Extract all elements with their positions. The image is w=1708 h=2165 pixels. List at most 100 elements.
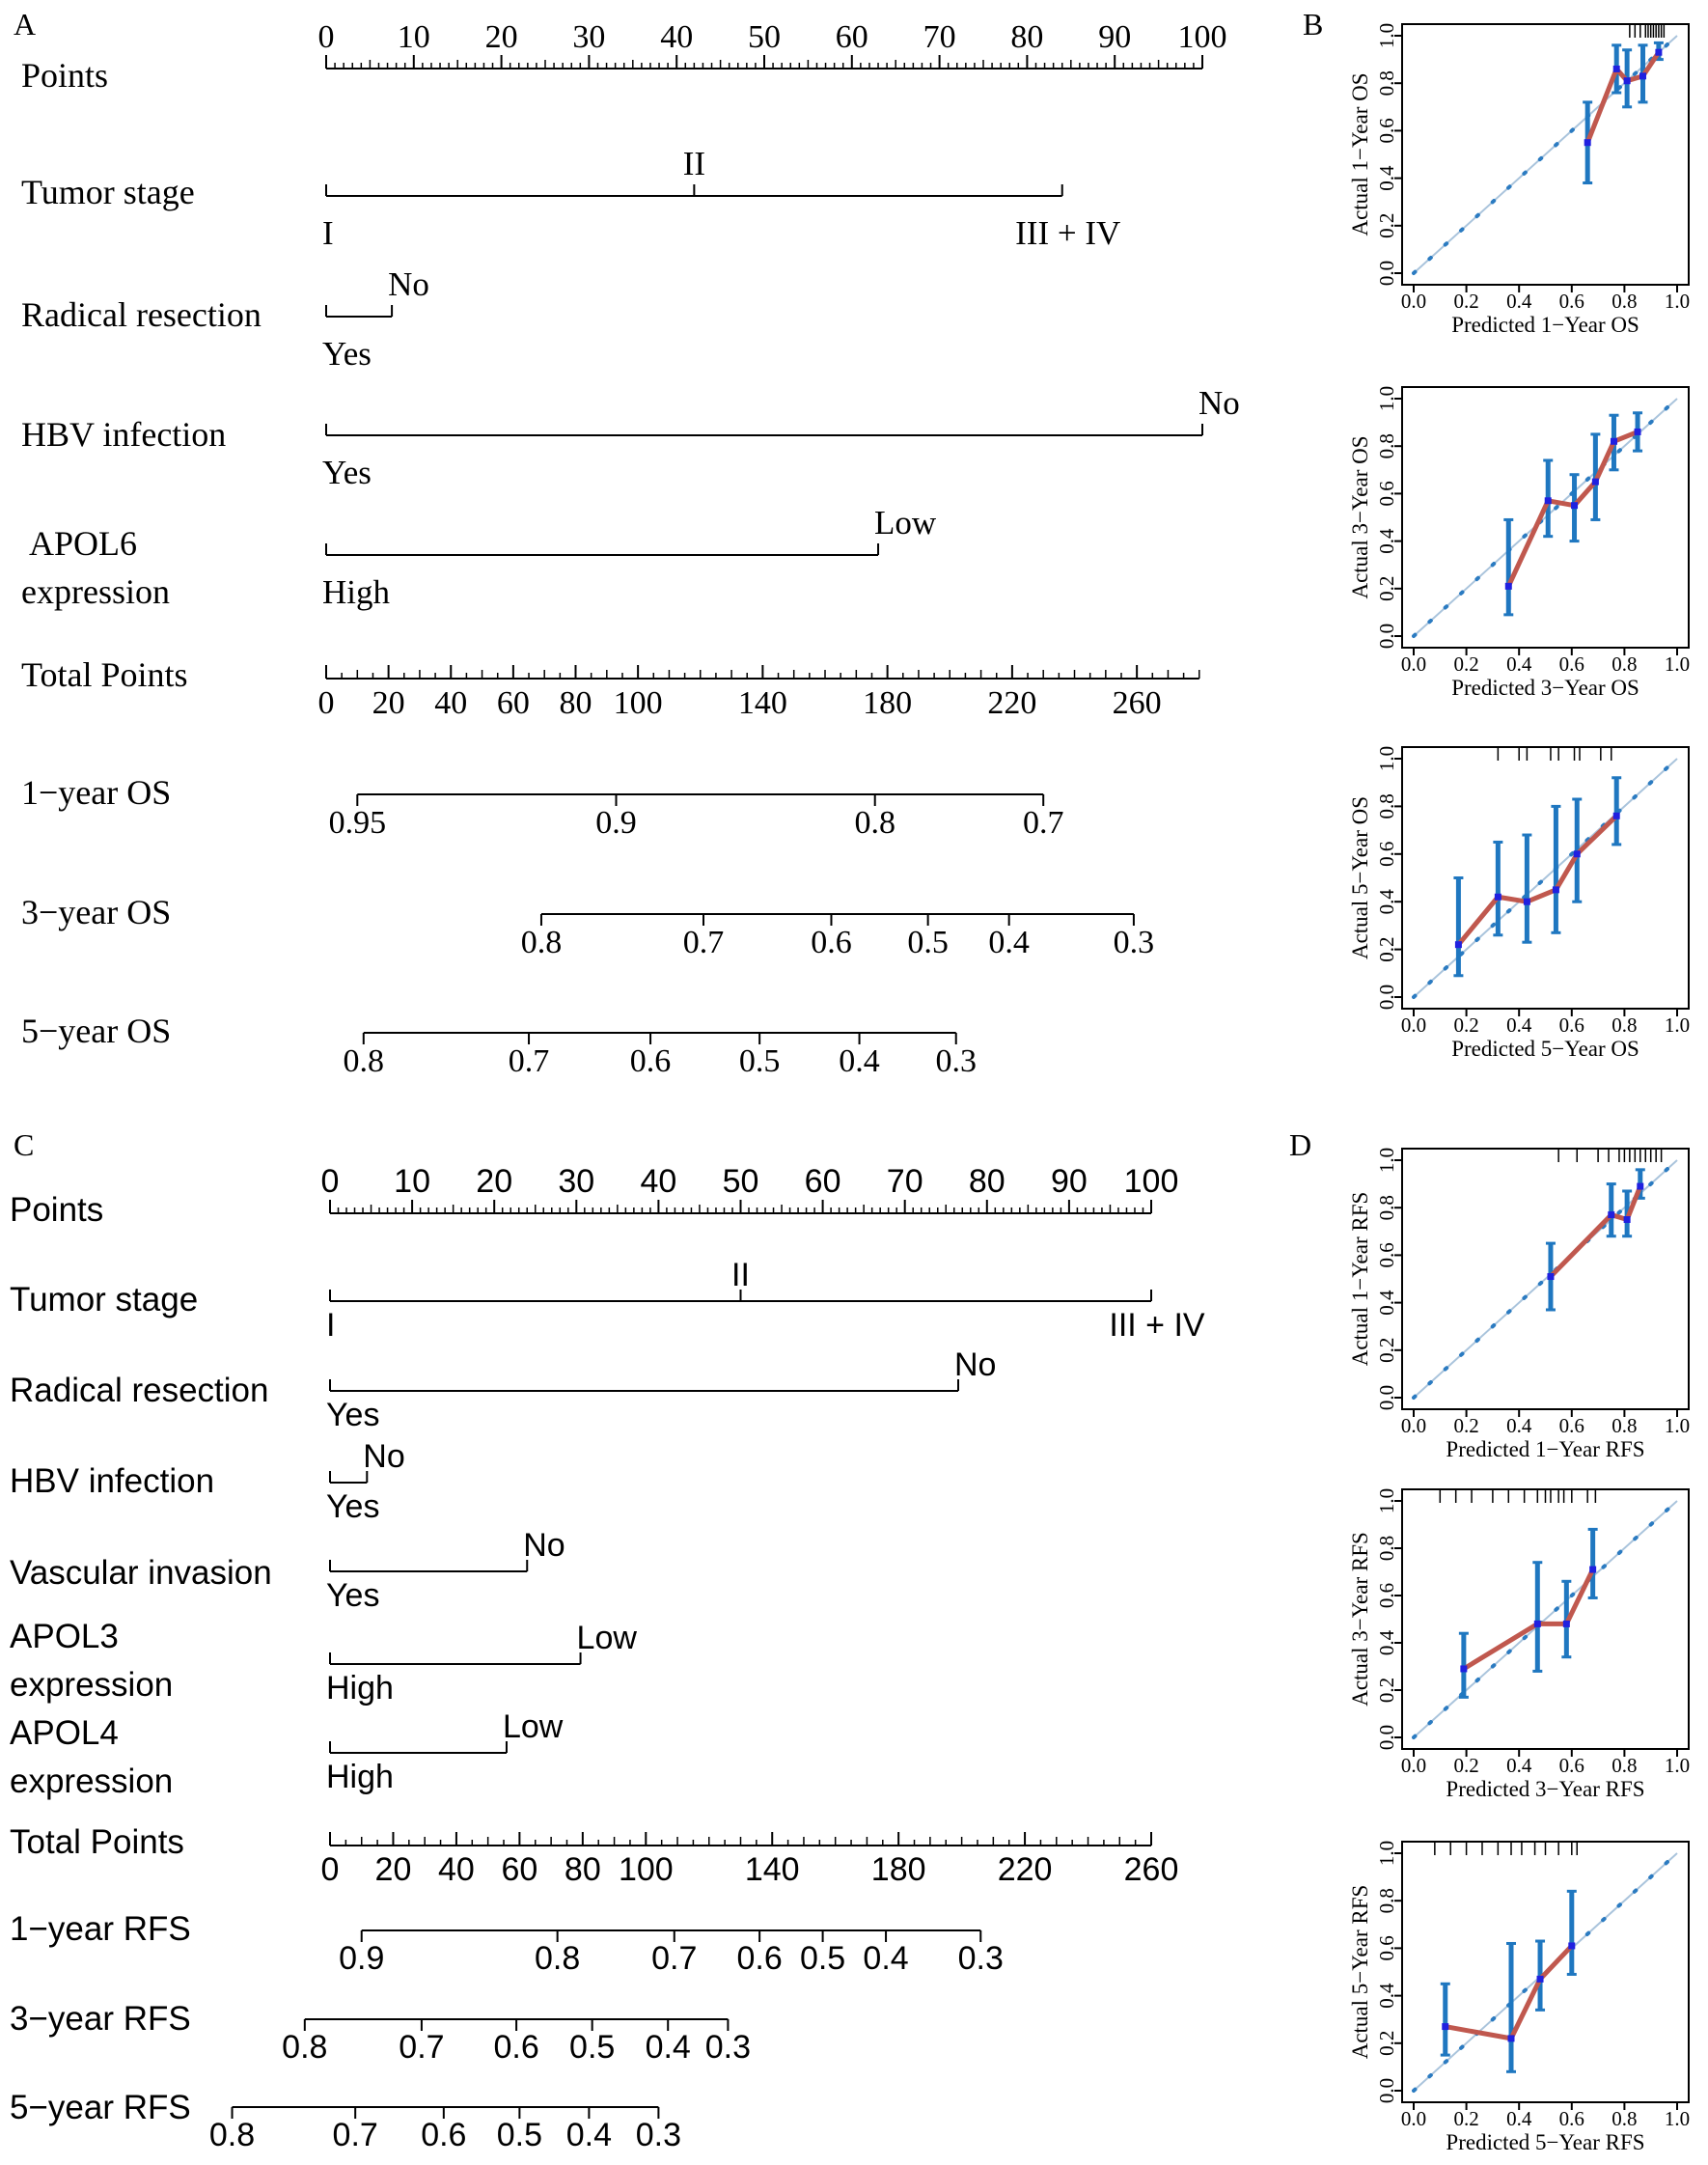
y-tick-label: 0.2 — [1375, 936, 1398, 961]
y-tick-label: 0.4 — [1375, 1983, 1398, 2009]
y-axis-label: Actual 1−Year RFS — [1348, 1192, 1372, 1367]
outcome-5-year-os-tick-label: 0.6 — [630, 1043, 672, 1079]
calibration-point — [1612, 812, 1620, 819]
y-axis-label: Actual 1−Year OS — [1348, 72, 1372, 236]
variable-tumor-stage-level-i: I — [326, 1307, 335, 1344]
variable-tumor-stage-level-ii: II — [731, 1257, 750, 1293]
variable-apol4-expression-level-high: High — [326, 1759, 394, 1795]
outcome-1-year-rfs-tick-label: 0.4 — [863, 1940, 908, 1977]
variable-radical-resection-label: Radical resection — [10, 1372, 268, 1409]
outcome-3-year-rfs-tick-label: 0.3 — [705, 2029, 751, 2066]
points-tick-label: 0 — [318, 19, 335, 55]
total-points-label: Total Points — [10, 1823, 184, 1861]
total-points-tick-label: 220 — [987, 685, 1036, 721]
x-tick-label: 0.2 — [1453, 652, 1478, 676]
total-points-tick-label: 180 — [863, 685, 912, 721]
calibration-point — [1533, 1620, 1541, 1627]
outcome-3-year-rfs-tick-label: 0.7 — [399, 2029, 444, 2066]
y-tick-label: 0.8 — [1375, 70, 1398, 96]
y-tick-label: 0.4 — [1375, 1629, 1398, 1655]
variable-tumor-stage-level-ii: II — [683, 145, 705, 182]
calibration-point — [1571, 502, 1579, 510]
outcome-3-year-os-tick-label: 0.8 — [521, 925, 563, 960]
calibration-point — [1623, 77, 1631, 85]
y-tick-label: 0.4 — [1375, 165, 1398, 191]
outcome-3-year-rfs-tick-label: 0.4 — [646, 2029, 691, 2066]
points-tick-label: 0 — [321, 1163, 340, 1200]
y-tick-label: 1.0 — [1375, 1488, 1398, 1513]
total-points-tick-label: 0 — [321, 1851, 340, 1888]
x-axis-label: Predicted 5−Year OS — [1451, 1037, 1639, 1061]
x-tick-label: 0.0 — [1401, 1414, 1426, 1437]
calibration-point — [1655, 48, 1663, 56]
variable-apol6-expression-level-low: Low — [874, 504, 937, 541]
outcome-5-year-os-tick-label: 0.4 — [839, 1043, 880, 1079]
x-tick-label: 0.4 — [1506, 1754, 1532, 1777]
x-tick-label: 0.8 — [1612, 1013, 1637, 1037]
y-tick-label: 1.0 — [1375, 386, 1398, 411]
points-tick-label: 10 — [398, 19, 430, 55]
variable-apol3-expression-label: expression — [10, 1666, 173, 1704]
x-tick-label: 0.4 — [1506, 1414, 1532, 1437]
outcome-1-year-os-tick-label: 0.95 — [329, 805, 387, 841]
x-tick-label: 0.4 — [1506, 1013, 1532, 1037]
calibration-point — [1460, 1665, 1468, 1673]
calibration-line — [1506, 430, 1639, 588]
y-tick-label: 0.6 — [1375, 118, 1398, 143]
y-tick-label: 0.6 — [1375, 1242, 1398, 1267]
calibration-point — [1589, 1566, 1597, 1573]
y-tick-label: 0.4 — [1375, 528, 1398, 554]
x-tick-label: 0.2 — [1453, 1754, 1478, 1777]
x-tick-label: 0.8 — [1612, 290, 1637, 313]
ideal-line-light — [1413, 35, 1678, 274]
outcome-3-year-rfs-tick-label: 0.5 — [569, 2029, 615, 2066]
outcome-5-year-os-tick-label: 0.5 — [739, 1043, 781, 1079]
x-tick-label: 0.4 — [1506, 652, 1532, 676]
x-tick-label: 0.0 — [1401, 290, 1426, 313]
variable-tumor-stage-level-iii-iv: III + IV — [1015, 214, 1120, 252]
rfs-nomogram: Points 0 10 20 30 40 50 60 70 80 90 100 Tumor stage I… — [10, 1163, 1205, 2153]
y-tick-label: 0.0 — [1375, 261, 1398, 286]
x-tick-label: 0.6 — [1559, 290, 1584, 313]
outcome-1-year-os-label: 1−year OS — [21, 773, 171, 812]
points-tick-label: 80 — [1010, 19, 1043, 55]
y-tick-label: 0.4 — [1375, 889, 1398, 915]
points-tick-label: 80 — [969, 1163, 1006, 1200]
variable-apol4-expression-label: expression — [10, 1763, 173, 1800]
y-tick-label: 0.0 — [1375, 624, 1398, 649]
y-tick-label: 0.0 — [1375, 2078, 1398, 2103]
outcome-5-year-os-tick-label: 0.8 — [344, 1043, 385, 1079]
calibration-point — [1544, 497, 1552, 505]
outcome-3-year-os-tick-label: 0.6 — [811, 925, 852, 960]
calibration-point — [1573, 850, 1581, 858]
total-points-tick-label: 40 — [434, 685, 467, 721]
x-axis-label: Predicted 3−Year OS — [1451, 676, 1639, 700]
x-tick-label: 0.2 — [1453, 1013, 1478, 1037]
outcome-3-year-rfs-tick-label: 0.8 — [282, 2029, 327, 2066]
calibration-point — [1504, 582, 1512, 590]
x-tick-label: 0.8 — [1612, 1754, 1637, 1777]
calibration-plots: 0.00.00.20.20.40.40.60.60.80.81.01.0Pred… — [1348, 23, 1690, 2154]
variable-apol6-expression-level-high: High — [322, 573, 391, 611]
outcome-5-year-os-tick-label: 0.3 — [935, 1043, 977, 1079]
x-tick-label: 1.0 — [1665, 1414, 1690, 1437]
calibration-point — [1552, 886, 1559, 894]
points-tick-label: 60 — [805, 1163, 841, 1200]
plot-frame — [1401, 23, 1690, 286]
y-tick-label: 0.2 — [1375, 2031, 1398, 2056]
variable-hbv-infection-label: HBV infection — [21, 415, 226, 454]
y-tick-label: 0.8 — [1375, 1888, 1398, 1913]
y-tick-label: 0.0 — [1375, 985, 1398, 1010]
x-tick-label: 0.4 — [1506, 290, 1532, 313]
points-tick-label: 50 — [748, 19, 781, 55]
points-tick-label: 40 — [660, 19, 693, 55]
outcome-1-year-os-tick-label: 0.9 — [595, 805, 637, 841]
calibration-plot-actual-5-year-os: 0.00.0 0.2 0.2 0.4 0.4 0.6 0.6 0.8 0.8 1.0 1.0 Pred… — [1348, 746, 1690, 1061]
ideal-line-light — [1413, 1500, 1678, 1738]
total-points-tick-label: 0 — [318, 685, 335, 721]
variable-vascular-invasion-level-no: No — [523, 1527, 565, 1564]
calibration-plot-actual-3-year-os: 0.00.0 0.2 0.2 0.4 0.4 0.6 0.6 0.8 0.8 1.0 1.0 Pred… — [1348, 386, 1690, 700]
total-points-tick-label: 20 — [375, 1851, 412, 1888]
variable-apol6-expression-label: APOL6 — [29, 524, 137, 563]
